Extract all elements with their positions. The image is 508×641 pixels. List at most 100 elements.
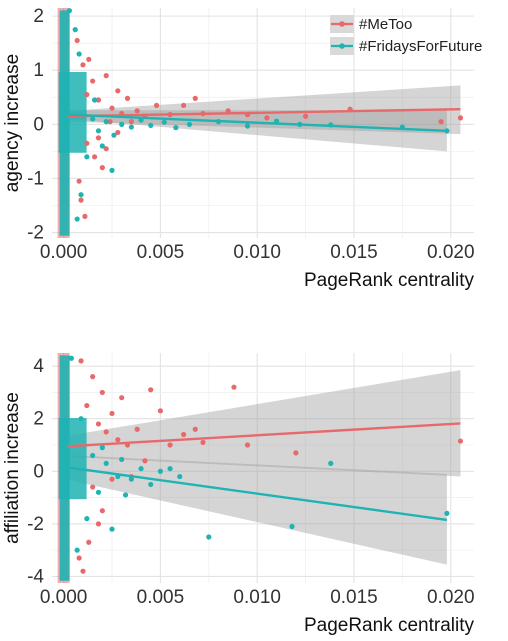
y-tick-label: -2 [27, 514, 44, 535]
y-tick-label: 2 [33, 409, 44, 430]
dense-cluster [57, 353, 87, 583]
fff-point [109, 526, 115, 532]
affiliation-panel: 0.000 0.005 0.010 0.015 0.020 -4 -2 0 2 4 PageRank… [2, 353, 475, 636]
fff-dense-core [58, 71, 87, 153]
fff-point [119, 121, 125, 127]
fff-point [119, 456, 125, 463]
metoo-point [76, 178, 82, 184]
metoo-point [457, 115, 464, 121]
x-tick-label: 0.015 [330, 587, 378, 608]
x-tick-label: 0.010 [233, 242, 281, 263]
metoo-point [99, 165, 105, 171]
metoo-point [153, 102, 160, 109]
fff-point [84, 154, 90, 160]
metoo-point [142, 458, 148, 464]
x-tick-label: 0.000 [40, 242, 88, 263]
metoo-point [95, 421, 102, 427]
trend-lines [67, 108, 461, 133]
gridlines [52, 353, 474, 583]
fff-dense-core [58, 418, 87, 500]
gridlines [52, 8, 474, 238]
fff-point [138, 466, 144, 472]
fff-point [244, 123, 251, 129]
metoo-point [128, 119, 134, 125]
metoo-trend-line [67, 108, 461, 118]
fff-point [84, 516, 90, 522]
x-tick-label: 0.020 [427, 587, 475, 608]
metoo-point [181, 102, 187, 109]
fff-point [78, 416, 84, 422]
fff-point [66, 8, 73, 14]
metoo-point [167, 442, 173, 448]
fff-point [111, 132, 117, 138]
metoo-point [192, 95, 198, 101]
metoo-point [74, 37, 80, 44]
legend-label: #FridaysForFuture [359, 38, 482, 55]
y-tick-label: -2 [27, 223, 44, 244]
fff-point [74, 547, 80, 553]
fff-point [173, 125, 179, 131]
metoo-point [80, 62, 86, 68]
x-tick-label: 0.005 [137, 587, 185, 608]
fff-point [68, 355, 74, 361]
x-tick-label: 0.015 [330, 242, 378, 263]
metoo-point [103, 429, 109, 435]
fff-point [103, 119, 109, 125]
metoo-point [78, 197, 84, 203]
legend-label: #MeToo [359, 16, 412, 33]
fff-point [122, 492, 129, 498]
y-axis-title: agency increase [2, 54, 23, 192]
metoo-trend-line [67, 422, 461, 448]
metoo-point [231, 384, 237, 390]
fff-point [91, 97, 98, 103]
x-tick-label: 0.010 [233, 587, 281, 608]
metoo-point [134, 426, 140, 432]
metoo-point [115, 437, 121, 443]
agency-panel: 0.000 0.005 0.010 0.015 0.020 -2 -1 0 1 2 PageRank… [2, 6, 475, 291]
metoo-point [99, 508, 105, 514]
x-axis-title: PageRank centrality [304, 270, 475, 291]
metoo-point [95, 135, 102, 141]
metoo-point [124, 95, 131, 101]
metoo-point [148, 387, 154, 393]
fff-point [95, 489, 102, 495]
metoo-point [302, 113, 309, 119]
metoo-point [109, 410, 115, 417]
metoo-point [181, 431, 187, 438]
fff-trend-line [67, 113, 447, 133]
metoo-point [192, 426, 198, 432]
metoo-point [90, 78, 96, 84]
metoo-point [82, 213, 88, 219]
fff-point [99, 445, 105, 451]
confidence-band [67, 370, 461, 477]
points [66, 8, 464, 222]
y-tick-label: 2 [33, 6, 44, 27]
metoo-point [84, 402, 90, 409]
metoo-point [84, 140, 90, 146]
fff-point [72, 27, 78, 33]
legend: #MeToo #FridaysForFuture [330, 15, 482, 55]
metoo-point [84, 91, 90, 98]
metoo-point [115, 88, 121, 94]
fff-point [167, 466, 173, 472]
fff-point [90, 452, 96, 459]
confidence-bands [67, 85, 461, 152]
points [68, 355, 464, 574]
metoo-point [293, 450, 299, 456]
fff-point [128, 124, 134, 130]
metoo-point [457, 438, 464, 444]
fff-point [289, 523, 295, 530]
fff-point [90, 116, 96, 122]
fff-point [99, 143, 105, 149]
y-axis-title: affiliation increase [2, 392, 23, 544]
legend-key-point [339, 21, 345, 27]
metoo-point [90, 484, 96, 490]
metoo-point [438, 119, 444, 125]
metoo-point [115, 129, 121, 136]
x-tick-label: 0.020 [427, 242, 475, 263]
confidence-band [67, 454, 447, 565]
fff-point [74, 216, 80, 222]
metoo-point [109, 105, 115, 111]
metoo-point [264, 115, 270, 121]
